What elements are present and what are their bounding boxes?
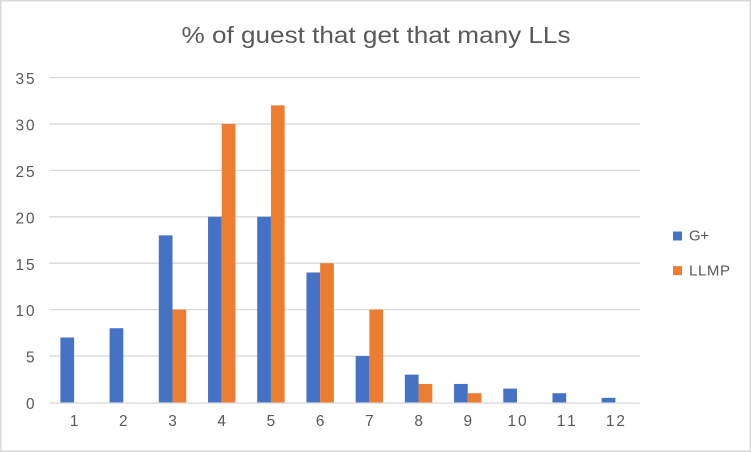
svg-text:35: 35 xyxy=(16,71,35,88)
svg-text:3: 3 xyxy=(168,413,177,430)
svg-text:2: 2 xyxy=(119,413,128,430)
svg-text:6: 6 xyxy=(316,413,325,430)
svg-text:9: 9 xyxy=(464,413,473,430)
svg-text:% of guest that get that many: % of guest that get that many LLs xyxy=(182,22,571,48)
svg-text:0: 0 xyxy=(26,396,35,413)
svg-text:5: 5 xyxy=(267,413,276,430)
svg-text:30: 30 xyxy=(16,118,35,135)
svg-text:LLMP: LLMP xyxy=(689,263,730,280)
svg-text:10: 10 xyxy=(508,413,527,430)
svg-text:7: 7 xyxy=(365,413,374,430)
svg-text:5: 5 xyxy=(26,350,35,367)
svg-text:20: 20 xyxy=(16,210,35,227)
svg-text:1: 1 xyxy=(70,413,79,430)
svg-text:8: 8 xyxy=(414,413,423,430)
svg-text:4: 4 xyxy=(217,413,226,430)
svg-text:15: 15 xyxy=(16,257,35,274)
svg-text:12: 12 xyxy=(606,413,625,430)
svg-text:25: 25 xyxy=(16,164,35,181)
svg-text:11: 11 xyxy=(557,413,576,430)
svg-text:10: 10 xyxy=(16,303,35,320)
svg-text:G+: G+ xyxy=(689,228,709,245)
